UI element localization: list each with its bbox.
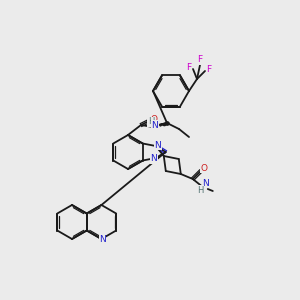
Text: O: O — [151, 115, 158, 124]
Text: H: H — [148, 118, 154, 127]
Text: N: N — [150, 154, 157, 164]
Text: O: O — [200, 164, 207, 172]
Text: N: N — [152, 121, 158, 130]
Text: F: F — [197, 56, 202, 64]
Text: H: H — [198, 185, 204, 194]
Text: N: N — [99, 235, 106, 244]
Text: F: F — [206, 65, 211, 74]
Text: N: N — [154, 140, 161, 149]
Text: F: F — [186, 64, 192, 73]
Text: N: N — [202, 178, 209, 188]
